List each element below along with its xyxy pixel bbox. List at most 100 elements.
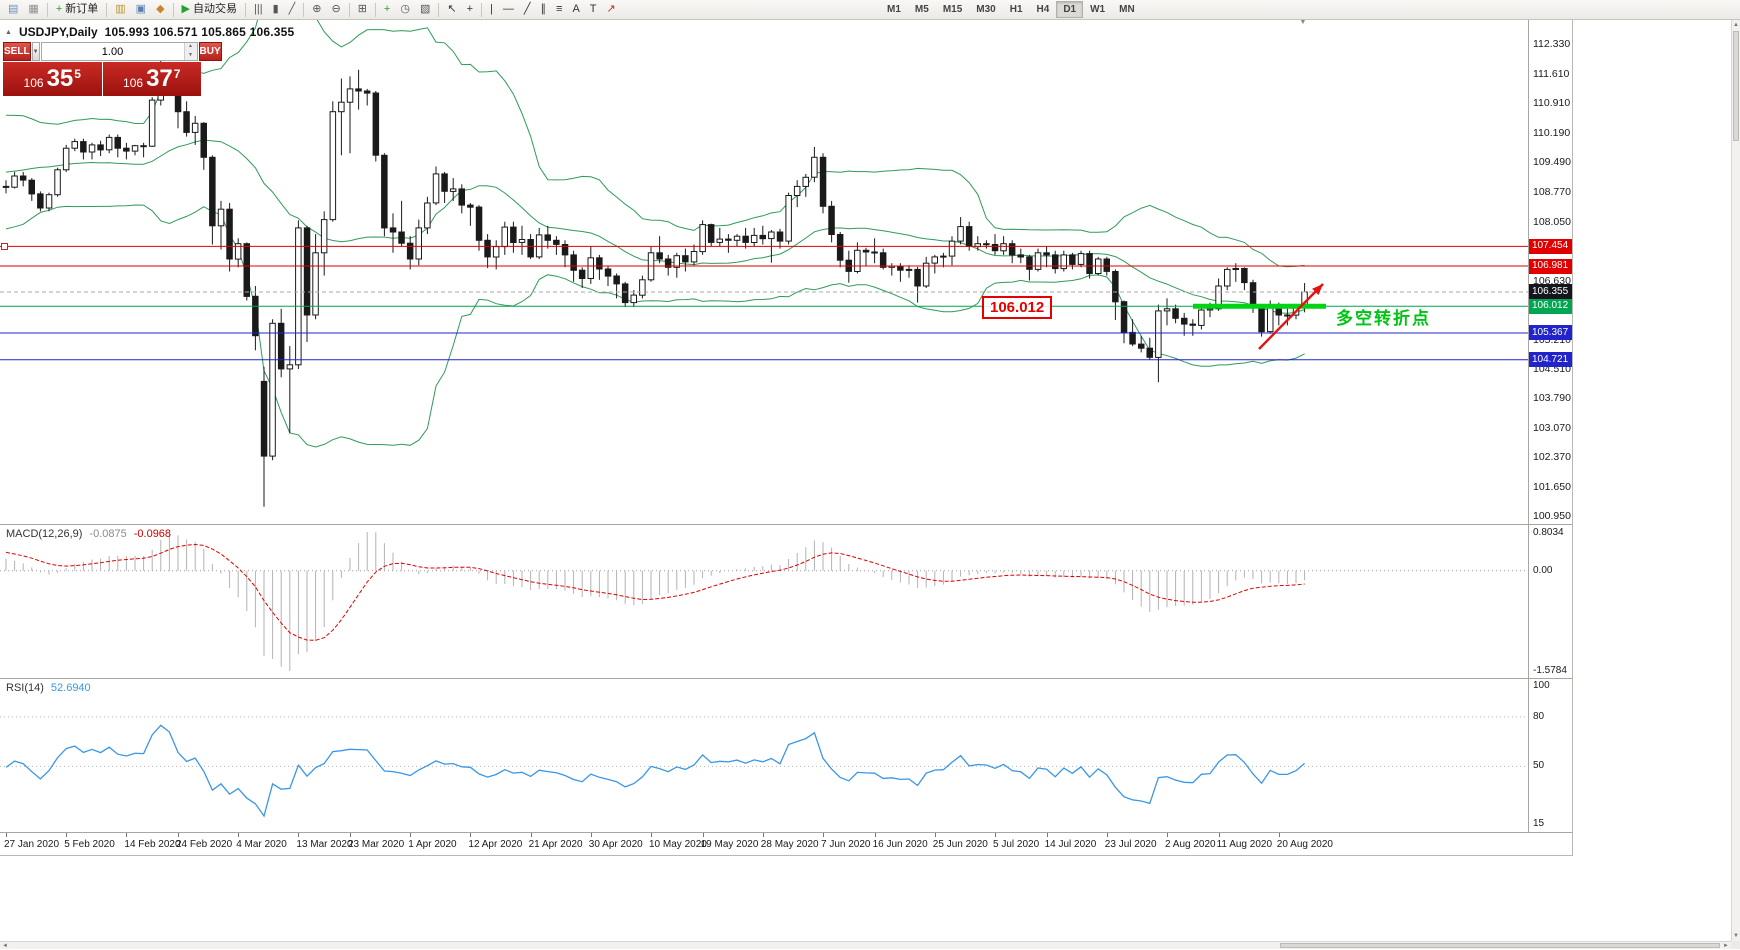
arrow-tools-icon[interactable]: ↗ [602, 1, 621, 18]
panel-separator[interactable] [0, 678, 1572, 679]
periods-icon[interactable]: ◷ [395, 1, 415, 18]
market-watch-icon[interactable]: ▥ [110, 1, 130, 18]
toolbar-separator [374, 2, 376, 17]
price-axis-label: 106.630 [1533, 274, 1571, 287]
volume-dropdown[interactable]: ▼ [31, 42, 40, 61]
timeframe-m15-button[interactable]: M15 [936, 1, 969, 18]
toolbar-separator [106, 2, 108, 17]
date-axis-label: 1 Apr 2020 [408, 839, 457, 850]
timeframe-w1-button[interactable]: W1 [1083, 1, 1112, 18]
scroll-up-icon[interactable]: ▲ [1733, 22, 1739, 28]
scrollbar-corner [1731, 941, 1740, 949]
templates-icon[interactable]: ▧ [415, 1, 435, 18]
crosshair-icon[interactable]: + [462, 1, 478, 18]
timeframe-h4-button[interactable]: H4 [1030, 1, 1057, 18]
buy-price-display[interactable]: 106 37 7 [102, 62, 201, 96]
trend-line-icon[interactable]: ╱ [519, 1, 536, 18]
price-axis-label: 108.770 [1533, 185, 1571, 198]
one-click-collapse-icon[interactable]: ▲ [5, 28, 12, 36]
toolbar: ▤ ▦ + 新订单 ▥ ▣ ◆ ▶ 自动交易 ||| ▮ ╱ ⊕ ⊖ ⊞ + ◷ ▧ ↖ + | ― ╱ ∥ ≡ A T ↗ M1 M5 M… [0, 0, 1740, 20]
toolbar-separator [348, 2, 350, 17]
volume-decrease-icon[interactable]: ▼ [184, 51, 197, 60]
panel-separator[interactable] [0, 524, 1572, 525]
line-chart-icon[interactable]: ╱ [284, 1, 301, 18]
macd-panel-canvas[interactable] [0, 525, 1528, 678]
date-axis-label: 21 Apr 2020 [528, 839, 583, 850]
vertical-scrollbar-thumb[interactable] [1733, 31, 1739, 141]
navigator-icon[interactable]: ◆ [151, 1, 169, 18]
volume-input[interactable] [41, 43, 184, 60]
new-order-button[interactable]: + 新订单 [51, 1, 103, 18]
horizontal-scrollbar-thumb[interactable] [1280, 943, 1720, 948]
sell-price-display[interactable]: 106 35 5 [3, 62, 102, 96]
price-tag-105.367: 105.367 [1529, 325, 1572, 341]
trend-arrow-line[interactable] [1258, 283, 1324, 350]
toolbar-separator [245, 2, 246, 17]
price-axis-label: 103.790 [1533, 392, 1571, 405]
vertical-scrollbar[interactable]: ▲ ▼ [1731, 20, 1740, 941]
chart-shift-marker[interactable]: ▼ [1299, 17, 1307, 26]
data-window-icon[interactable]: ▣ [131, 1, 151, 18]
profiles-icon[interactable]: ▦ [23, 1, 43, 18]
vertical-line-icon[interactable]: | [485, 1, 498, 18]
date-tick [1106, 833, 1108, 837]
horizontal-scrollbar[interactable]: ◄ ► [0, 941, 1731, 949]
volume-increase-icon[interactable]: ▲ [184, 43, 197, 52]
macd-axis-max: 0.8034 [1533, 527, 1564, 538]
timeframe-m1-button[interactable]: M1 [880, 1, 908, 18]
hline-anchor-handle[interactable] [1, 243, 8, 251]
toolbar-group: ▶ 自动交易 [177, 0, 242, 20]
price-axis[interactable]: 112.330 111.610 110.910 110.190 109.490 108.7… [0, 20, 1572, 832]
buy-button[interactable]: BUY [198, 42, 222, 61]
price-axis-label: 110.910 [1533, 96, 1571, 109]
channel-icon[interactable]: ∥ [536, 1, 552, 18]
date-tick [1278, 833, 1280, 837]
sell-button[interactable]: SELL [3, 42, 31, 61]
timeframe-m5-button[interactable]: M5 [908, 1, 936, 18]
scroll-down-icon[interactable]: ▼ [1733, 933, 1739, 939]
tile-windows-icon[interactable]: ⊞ [353, 1, 372, 18]
timeframe-d1-button[interactable]: D1 [1056, 1, 1084, 18]
date-axis-label: 27 Jan 2020 [4, 839, 60, 850]
zoom-in-icon[interactable]: ⊕ [307, 1, 326, 18]
rsi-panel-canvas[interactable] [0, 679, 1528, 832]
toolbar-separator [438, 2, 440, 17]
new-chart-icon[interactable]: ▤ [3, 1, 23, 18]
date-axis[interactable]: 27 Jan 2020 5 Feb 2020 14 Feb 2020 24 Feb 2… [0, 833, 1572, 855]
toolbar-separator [303, 2, 305, 17]
fibonacci-icon[interactable]: ≡ [551, 1, 567, 18]
timeframe-mn-button[interactable]: MN [1112, 1, 1142, 18]
auto-trading-button[interactable]: ▶ 自动交易 [177, 1, 242, 18]
price-axis-label: 103.070 [1533, 422, 1571, 435]
macd-axis-zero: 0.00 [1533, 564, 1553, 576]
rsi-axis-80: 80 [1533, 710, 1545, 722]
text-icon[interactable]: A [567, 1, 584, 18]
date-axis-label: 16 Jun 2020 [872, 839, 928, 850]
date-tick [702, 833, 704, 837]
date-axis-label: 5 Feb 2020 [64, 839, 115, 850]
turning-point-label[interactable]: 多空转折点 [1336, 309, 1431, 328]
macd-indicator-label: MACD(12,26,9) -0.0875 -0.0968 [6, 528, 178, 540]
timeframe-m30-button[interactable]: M30 [969, 1, 1002, 18]
date-tick [298, 833, 300, 837]
price-chart-canvas[interactable] [0, 20, 1528, 524]
scroll-left-icon[interactable]: ◄ [2, 943, 8, 949]
toolbar-group: ▤ ▦ [3, 0, 44, 20]
toolbar-group: ||| ▮ ╱ [249, 0, 300, 20]
scroll-right-icon[interactable]: ► [1723, 943, 1729, 949]
label-icon[interactable]: T [585, 1, 602, 18]
symbol-period-label: USDJPY,Daily [18, 25, 98, 39]
toolbar-group: ⊕ ⊖ [307, 0, 345, 20]
candlestick-chart-icon[interactable]: ▮ [268, 1, 284, 18]
bar-chart-icon[interactable]: ||| [249, 1, 268, 18]
timeframe-h1-button[interactable]: H1 [1003, 1, 1030, 18]
indicators-icon[interactable]: + [379, 1, 395, 18]
toolbar-separator [46, 2, 48, 17]
panel-separator [0, 832, 1572, 833]
zoom-out-icon[interactable]: ⊖ [326, 1, 345, 18]
cursor-icon[interactable]: ↖ [442, 1, 461, 18]
date-axis-label: 13 Mar 2020 [296, 839, 353, 850]
horizontal-line-icon[interactable]: ― [498, 1, 519, 18]
price-annotation-box[interactable]: 106.012 [982, 296, 1053, 319]
chart-window-usdjpy-daily[interactable]: ▲ USDJPY,Daily 105.993 106.571 105.865 1… [0, 17, 1573, 856]
